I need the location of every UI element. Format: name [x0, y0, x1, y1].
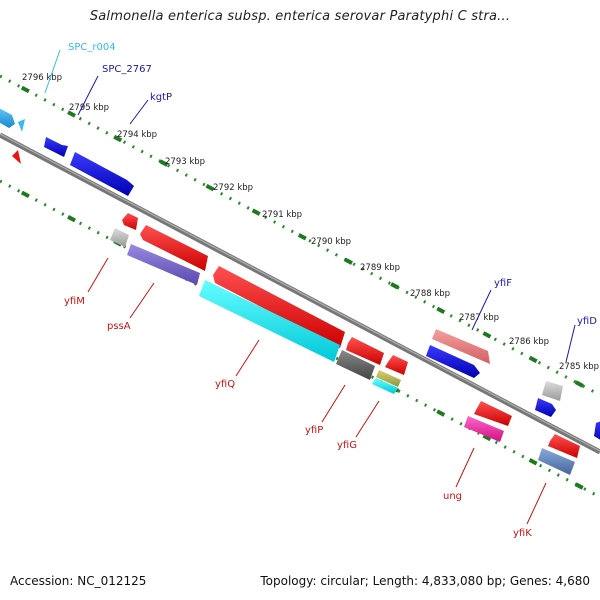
gene-label-yfiQ[interactable]: yfiQ [215, 379, 235, 390]
major-tick [251, 208, 261, 216]
major-tick [67, 110, 77, 118]
gene-red-small[interactable] [12, 150, 21, 164]
major-tick [113, 134, 123, 143]
gene-yfiF-b[interactable] [426, 345, 480, 378]
gene-label-spc-r004[interactable]: SPC_r004 [68, 42, 116, 53]
tick-label: 2794 kbp [117, 130, 157, 140]
gene-label-spc-2767[interactable]: SPC_2767 [102, 64, 152, 75]
major-tick [343, 257, 353, 265]
major-tick [482, 433, 492, 442]
gene-red-mid-2[interactable] [385, 355, 408, 375]
tick-label: 2791 kbp [262, 210, 302, 220]
gene-red-upper-1[interactable] [122, 213, 138, 230]
major-tick [574, 482, 584, 490]
gene-label-yfiM[interactable]: yfiM [64, 296, 85, 307]
major-tick [390, 282, 400, 290]
leader-pssA [129, 282, 155, 319]
major-tick [482, 331, 492, 339]
major-tick [436, 409, 446, 417]
leader-yfiQ [235, 339, 260, 377]
tick-label: 2788 kbp [410, 289, 450, 299]
gene-red-mid[interactable] [346, 337, 384, 365]
tick-label: 2785 kbp [559, 362, 599, 372]
gene-kgtP[interactable] [70, 152, 134, 196]
major-tick [528, 355, 538, 364]
leader-ung [455, 447, 475, 488]
tick-label: 2793 kbp [165, 157, 205, 167]
tick-label: 2789 kbp [360, 263, 400, 273]
gene-pssA[interactable] [127, 244, 200, 285]
gene-yfiQ[interactable] [199, 280, 340, 362]
tick-label: 2787 kbp [459, 313, 499, 323]
gene-grey-2785[interactable] [542, 381, 563, 401]
gene-label-yfiD[interactable]: yfiD [577, 316, 597, 327]
leader-yfiP [321, 384, 346, 423]
gene-yfiM[interactable] [110, 228, 129, 247]
leader-yfiF [471, 289, 492, 331]
major-tick [67, 215, 77, 223]
gene-yfiK-red[interactable] [548, 434, 580, 458]
gene-pssA-red[interactable] [140, 225, 208, 271]
leader-yfiM [87, 257, 109, 293]
major-tick [20, 85, 30, 94]
major-tick [574, 380, 584, 388]
leader-kgtP [129, 99, 149, 125]
tick-label: 2796 kbp [22, 73, 62, 83]
tick-label: 2795 kbp [69, 103, 109, 113]
gene-label-ung[interactable]: ung [443, 491, 462, 502]
gene-yfiD[interactable] [535, 398, 556, 417]
leader-yfiD [565, 324, 576, 363]
backbone-line [0, 132, 600, 455]
gene-spc-2767[interactable] [44, 137, 68, 157]
gene-label-pssA[interactable]: pssA [107, 321, 131, 332]
leader-spc-r004 [44, 49, 61, 94]
leader-yfiK [526, 482, 547, 525]
major-tick [436, 306, 446, 314]
gene-ung-red[interactable] [474, 401, 512, 426]
accession-label: Accession: NC_012125 [10, 574, 147, 588]
gene-red-long[interactable] [213, 266, 345, 348]
gene-yfiF[interactable] [432, 329, 490, 364]
gene-label-yfiK[interactable]: yfiK [513, 528, 532, 539]
gene-label-yfiP[interactable]: yfiP [305, 425, 323, 436]
leader-yfiG [355, 400, 380, 438]
gene-spc-r004-arrow[interactable] [18, 119, 25, 132]
major-tick [20, 190, 30, 199]
gene-yfiP[interactable] [336, 350, 375, 380]
gene-spc-r004[interactable] [0, 106, 15, 128]
gene-yfiG-olive[interactable] [376, 370, 401, 387]
gene-label-yfiF[interactable]: yfiF [494, 278, 512, 289]
gene-blue-edge[interactable] [594, 420, 600, 442]
gene-yfiK[interactable] [538, 448, 575, 475]
map-title: Salmonella enterica subsp. enterica sero… [89, 9, 511, 24]
gene-label-yfiG[interactable]: yfiG [337, 440, 357, 451]
gene-label-kgtP[interactable]: kgtP [150, 92, 172, 103]
topology-label: Topology: circular; Length: 4,833,080 bp… [260, 574, 590, 588]
tick-label: 2786 kbp [509, 337, 549, 347]
major-tick [528, 458, 538, 466]
major-tick [205, 184, 215, 192]
gene-yfiG[interactable] [372, 378, 398, 394]
leader-spc-2767 [77, 75, 99, 116]
gene-ung[interactable] [464, 416, 504, 442]
tick-label: 2792 kbp [213, 183, 253, 193]
major-tick [297, 233, 307, 241]
backbone-highlight [0, 133, 600, 452]
major-tick [159, 159, 169, 167]
tick-label: 2790 kbp [311, 237, 351, 247]
